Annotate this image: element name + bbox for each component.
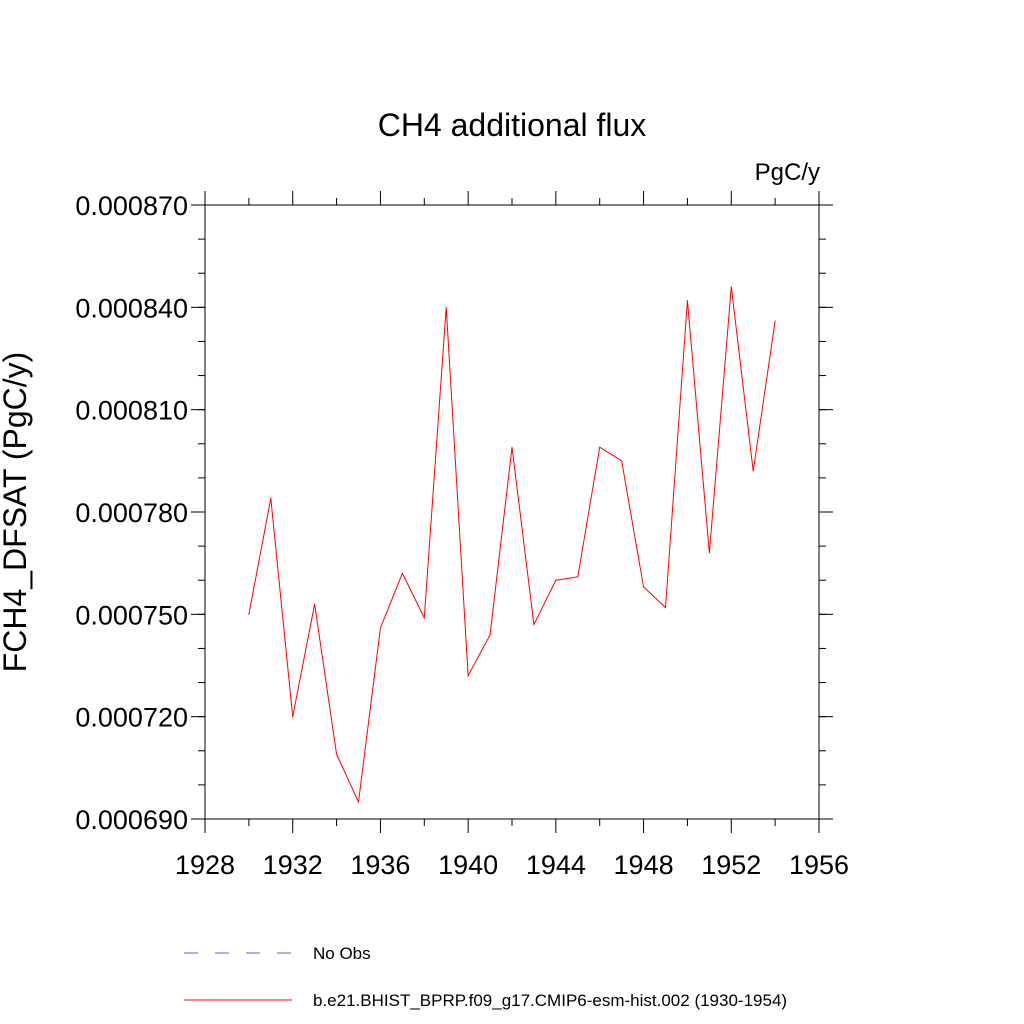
y-axis: 0.000690 0.000720 0.000750 0.000780 0.000810… — [75, 191, 833, 835]
chart-title: CH4 additional flux — [378, 107, 647, 143]
data-point-1949 — [665, 607, 666, 609]
x-tick-label: 1956 — [789, 850, 849, 880]
legend-label-no-obs: No Obs — [313, 944, 371, 963]
series-line-0 — [248, 286, 776, 804]
data-point-1940 — [467, 675, 469, 677]
data-point-1933 — [314, 603, 316, 605]
data-point-1952 — [730, 286, 732, 288]
data-point-1938 — [423, 617, 425, 619]
data-point-1948 — [643, 586, 645, 588]
x-tick-label: 1936 — [350, 850, 410, 880]
x-tick-label: 1928 — [175, 850, 235, 880]
data-point-1953 — [752, 470, 754, 472]
data-point-1930 — [248, 613, 250, 615]
data-point-1937 — [401, 572, 403, 574]
data-point-1951 — [708, 552, 710, 554]
data-point-1943 — [533, 624, 535, 626]
y-tick-label: 0.000690 — [75, 805, 188, 835]
y-tick-label: 0.000810 — [75, 396, 188, 426]
data-point-1946 — [599, 446, 601, 448]
series-layer — [248, 286, 776, 804]
data-point-1941 — [489, 634, 491, 636]
units-label: PgC/y — [755, 159, 820, 186]
y-tick-label: 0.000840 — [75, 293, 188, 323]
data-point-1936 — [379, 627, 381, 629]
x-tick-label: 1952 — [701, 850, 761, 880]
x-tick-label: 1940 — [438, 850, 498, 880]
data-point-1942 — [511, 446, 513, 448]
data-point-1934 — [336, 753, 338, 755]
x-tick-label: 1932 — [263, 850, 323, 880]
data-point-1939 — [445, 306, 447, 308]
y-tick-label: 0.000780 — [75, 498, 188, 528]
y-tick-label: 0.000750 — [75, 600, 188, 630]
y-axis-label: FCH4_DFSAT (PgC/y) — [0, 352, 33, 673]
data-point-1935 — [358, 801, 359, 803]
data-point-1947 — [621, 460, 623, 462]
y-tick-label: 0.000720 — [75, 703, 188, 733]
x-tick-label: 1948 — [614, 850, 674, 880]
data-point-1950 — [686, 300, 688, 302]
data-point-1932 — [292, 716, 294, 718]
data-point-1944 — [555, 579, 557, 581]
plot-frame — [204, 204, 820, 820]
legend-label-series: b.e21.BHIST_BPRP.f09_g17.CMIP6-esm-hist.… — [313, 991, 787, 1010]
data-point-1931 — [270, 497, 272, 499]
data-point-1945 — [577, 576, 579, 578]
y-tick-label: 0.000870 — [75, 191, 188, 221]
x-tick-label: 1944 — [526, 850, 586, 880]
data-point-1954 — [774, 320, 776, 322]
x-axis: 1928 1932 1936 1940 1944 1948 1952 1956 — [175, 191, 849, 880]
legend: No Obs b.e21.BHIST_BPRP.f09_g17.CMIP6-es… — [184, 944, 787, 1010]
